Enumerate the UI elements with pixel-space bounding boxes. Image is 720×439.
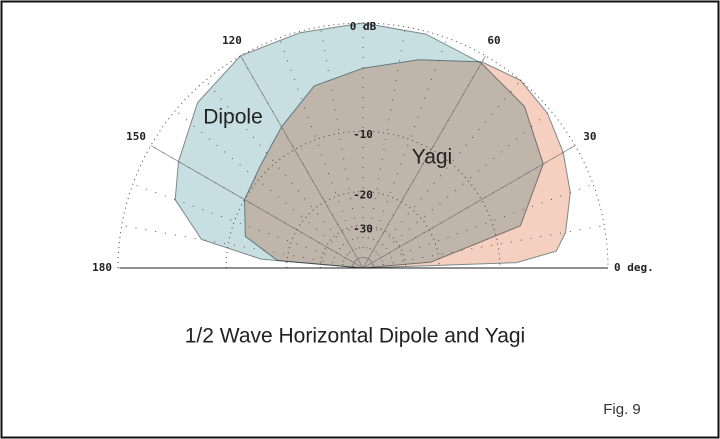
r-tick-label: -10 <box>353 128 373 141</box>
theta-grid-line <box>240 55 364 269</box>
theta-tick-label: 0 deg. <box>614 261 654 274</box>
r-tick-label: 0 dB <box>350 20 377 33</box>
theta-tick-label: 150 <box>126 130 146 143</box>
radial-dots <box>362 224 605 269</box>
r-tick-label: -30 <box>353 222 373 235</box>
theta-grid-line <box>362 55 486 269</box>
radial-dots <box>174 110 364 269</box>
r-grid-ring <box>225 130 501 269</box>
series-label: Dipole <box>203 106 263 129</box>
theta-tick-label: 30 <box>583 130 596 143</box>
r-tick-label: -20 <box>353 189 373 202</box>
polar-plot: 0 deg. 30 60 120 150 180 0 dB -10 -20 -30 Dipole Ya… <box>92 20 654 274</box>
radial-dots <box>319 26 364 269</box>
series-label: Yagi <box>412 146 452 169</box>
pattern-area <box>243 59 571 269</box>
radial-dots <box>362 26 407 269</box>
radial-dots <box>362 183 594 269</box>
theta-tick-label: 60 <box>487 34 500 47</box>
radial-dots <box>278 37 364 269</box>
theta-tick-label: 180 <box>92 261 112 274</box>
r-grid-ring <box>319 224 407 269</box>
r-grid-ring <box>286 191 440 269</box>
chart-title: 1/2 Wave Horizontal Dipole and Yagi <box>185 325 525 348</box>
figure-label: Fig. 9 <box>603 401 641 418</box>
theta-grid-line <box>150 145 364 269</box>
radial-dots <box>362 110 552 269</box>
radial-dots <box>132 183 364 269</box>
theta-tick-label: 120 <box>222 34 242 47</box>
radial-dots <box>362 37 448 269</box>
theta-grid-line <box>362 145 576 269</box>
radial-dots <box>121 224 364 269</box>
radial-dots <box>205 79 364 269</box>
radial-dots <box>362 79 521 269</box>
